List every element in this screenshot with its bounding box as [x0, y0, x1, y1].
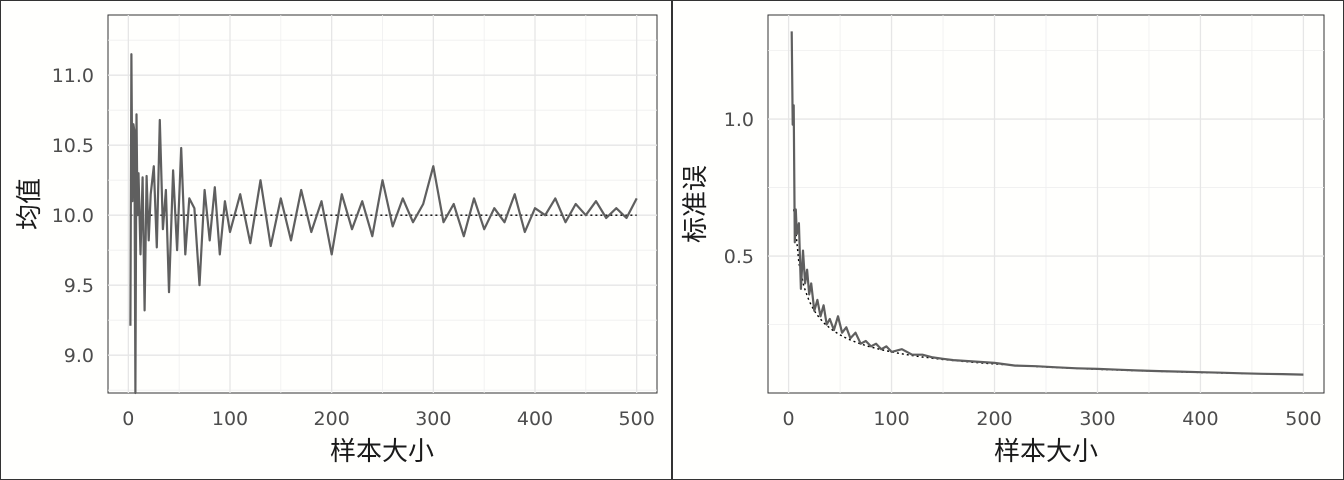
mean-y-tick-label: 10.5 — [52, 135, 94, 157]
se-x-tick-label: 500 — [1285, 408, 1321, 430]
se-chart: 0.5 1.0 0 100 200 300 400 500 样本大小 标准误 — [681, 14, 1325, 467]
se-x-ticks: 0 100 200 300 400 500 — [783, 408, 1322, 430]
mean-x-tick-label: 400 — [517, 408, 553, 430]
mean-x-tick-label: 0 — [122, 408, 134, 430]
mean-y-tick-label: 11.0 — [52, 65, 94, 87]
mean-y-tick-label: 9.5 — [64, 275, 94, 297]
mean-x-tick-label: 300 — [415, 408, 451, 430]
mean-chart: 9.0 9.5 10.0 10.5 11.0 0 100 200 300 400 500 样本大小… — [15, 14, 658, 467]
se-x-tick-label: 300 — [1079, 408, 1115, 430]
mean-y-tick-label: 10.0 — [52, 205, 94, 227]
se-x-tick-label: 400 — [1182, 408, 1218, 430]
se-series — [790, 31, 1304, 376]
se-y-axis-title: 标准误 — [681, 165, 711, 243]
se-x-tick-label: 100 — [873, 408, 909, 430]
mean-series — [129, 53, 638, 395]
se-series-line — [790, 31, 1304, 376]
mean-x-ticks: 0 100 200 300 400 500 — [122, 408, 655, 430]
mean-y-ticks: 9.0 9.5 10.0 10.5 11.0 — [52, 65, 94, 367]
se-y-tick-label: 1.0 — [724, 109, 754, 131]
se-y-tick-label: 0.5 — [724, 246, 754, 268]
se-grid — [768, 15, 1324, 393]
mean-x-tick-label: 500 — [619, 408, 655, 430]
se-reference-curve — [793, 209, 1304, 376]
mean-series-line — [129, 53, 638, 395]
se-x-axis-title: 样本大小 — [994, 437, 1098, 467]
mean-x-tick-label: 100 — [212, 408, 248, 430]
se-x-tick-label: 200 — [976, 408, 1012, 430]
mean-x-axis-title: 样本大小 — [330, 437, 434, 467]
mean-y-axis-title: 均值 — [15, 178, 45, 230]
mean-y-tick-label: 9.0 — [64, 345, 94, 367]
mean-x-tick-label: 200 — [314, 408, 350, 430]
se-y-ticks: 0.5 1.0 — [724, 109, 754, 268]
se-x-tick-label: 0 — [783, 408, 795, 430]
